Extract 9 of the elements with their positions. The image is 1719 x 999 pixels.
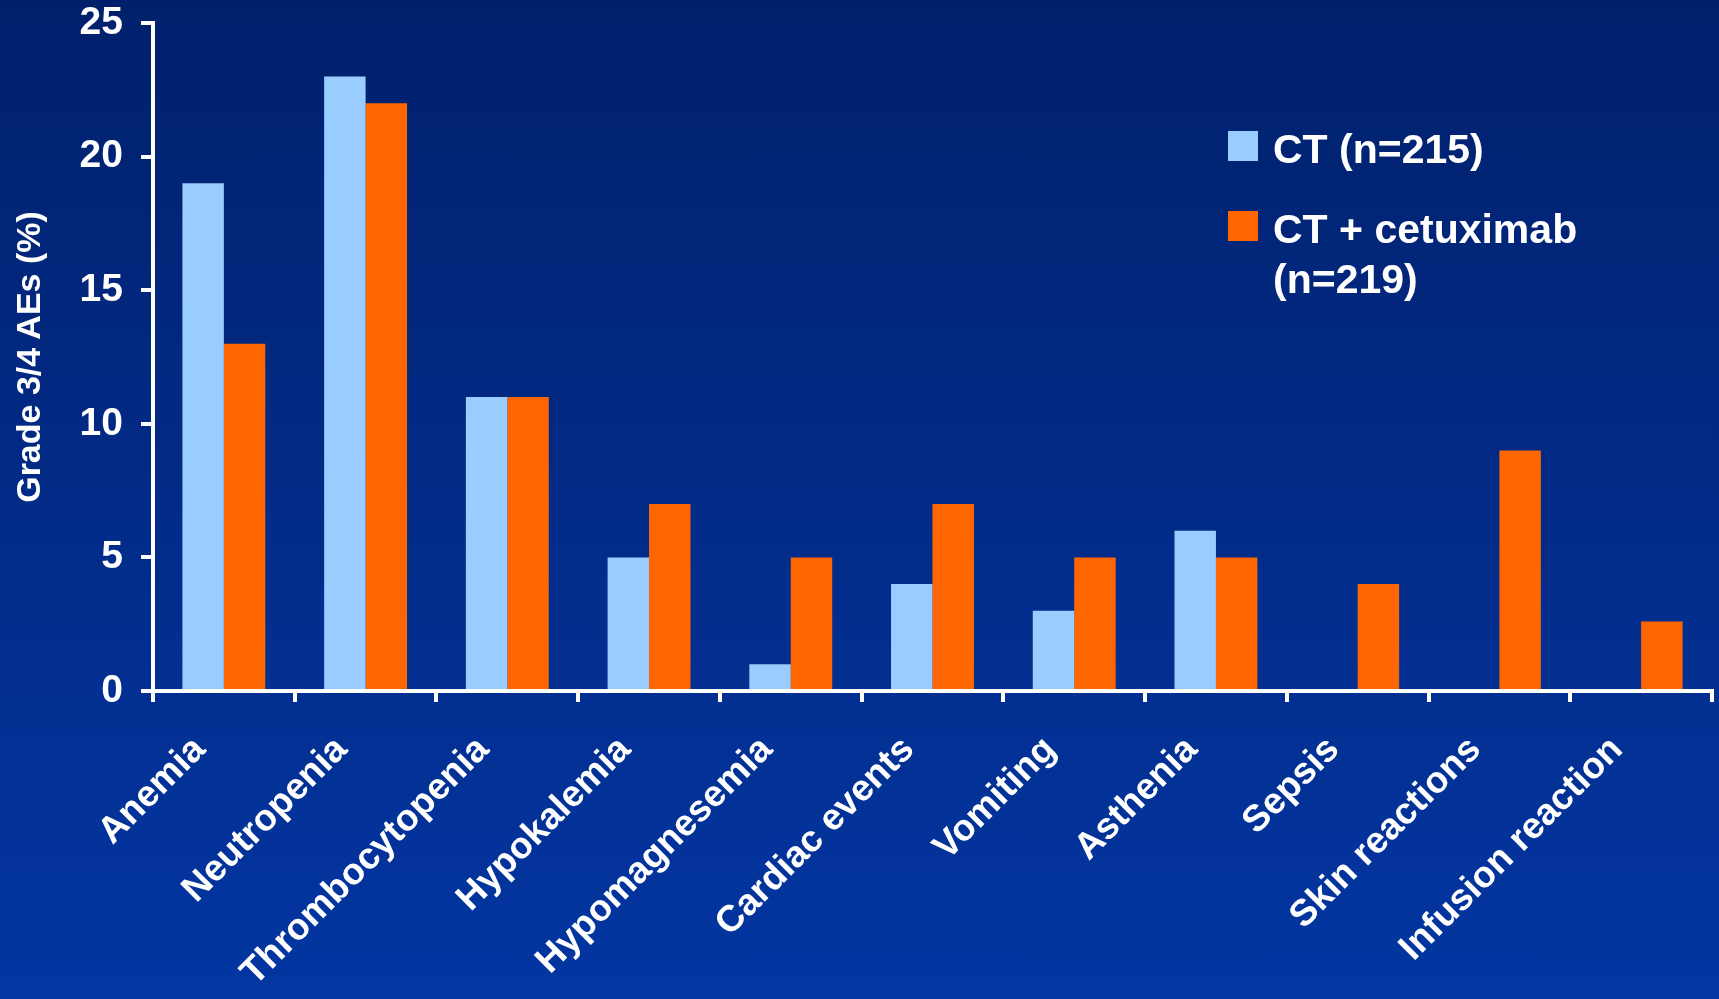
y-tick-label: 15 xyxy=(79,265,123,309)
y-axis-title: Grade 3/4 AEs (%) xyxy=(8,211,47,503)
y-tick-label: 0 xyxy=(101,666,123,710)
legend-label: CT (n=215) xyxy=(1273,125,1484,174)
y-tick-label: 25 xyxy=(79,0,123,42)
legend-label: CT + cetuximab (n=219) xyxy=(1273,205,1579,304)
y-tick-label: 10 xyxy=(79,399,123,443)
y-tick-label: 5 xyxy=(101,533,123,577)
y-tick-label: 20 xyxy=(79,132,123,176)
